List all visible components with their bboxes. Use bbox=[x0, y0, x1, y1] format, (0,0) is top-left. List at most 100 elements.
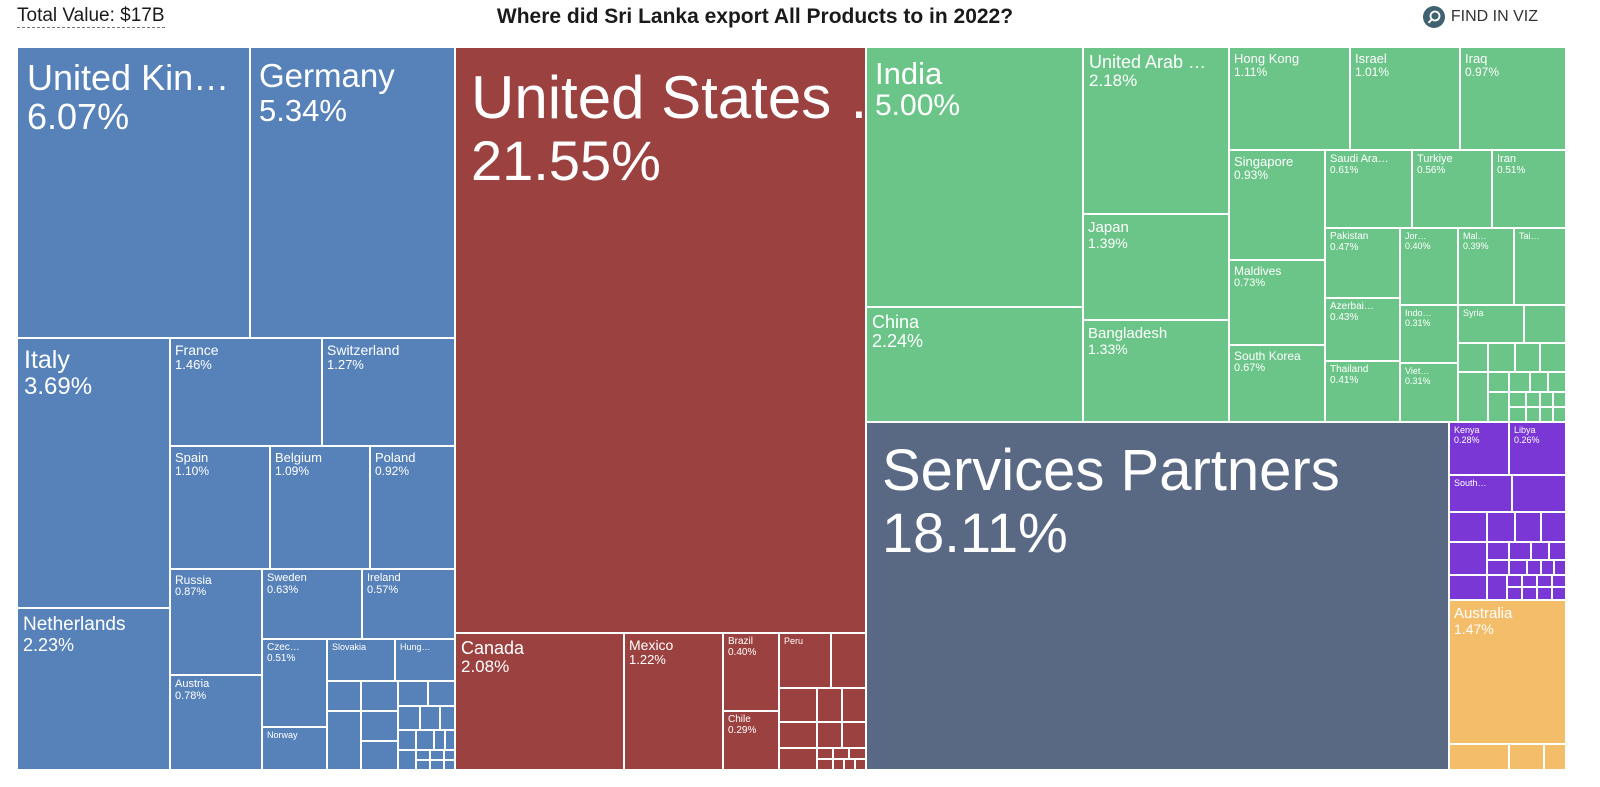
tile-thailand[interactable]: Thailand 0.41% bbox=[1325, 361, 1400, 422]
tile-small-partner[interactable] bbox=[327, 711, 361, 770]
tile-norway[interactable]: Norway bbox=[262, 727, 327, 770]
tile-united-kin[interactable]: United Kin… 6.07% bbox=[17, 47, 250, 338]
tile-small-partner[interactable] bbox=[831, 633, 866, 688]
tile-mexico[interactable]: Mexico 1.22% bbox=[624, 633, 723, 770]
tile-small-partner[interactable] bbox=[1554, 560, 1566, 575]
tile-small-partner[interactable] bbox=[444, 750, 455, 760]
tile-spain[interactable]: Spain 1.10% bbox=[170, 446, 270, 569]
find-in-viz-button[interactable]: FIND IN VIZ bbox=[1422, 6, 1538, 28]
tile-small-partner[interactable] bbox=[1509, 392, 1526, 407]
tile-small-partner[interactable] bbox=[1552, 587, 1566, 600]
tile-united-arab[interactable]: United Arab … 2.18% bbox=[1083, 47, 1229, 214]
tile-small-partner[interactable] bbox=[1540, 407, 1553, 422]
tile-small-partner[interactable] bbox=[1488, 372, 1509, 392]
tile-small-partner[interactable] bbox=[398, 730, 416, 750]
tile-small-partner[interactable] bbox=[1487, 560, 1509, 575]
tile-small-partner[interactable] bbox=[1512, 475, 1566, 512]
tile-india[interactable]: India 5.00% bbox=[866, 47, 1083, 307]
tile-russia[interactable]: Russia 0.87% bbox=[170, 569, 262, 675]
tile-sweden[interactable]: Sweden 0.63% bbox=[262, 569, 362, 639]
tile-small-partner[interactable] bbox=[445, 730, 455, 750]
tile-small-partner[interactable] bbox=[1507, 587, 1522, 600]
tile-small-partner[interactable] bbox=[833, 759, 844, 770]
tile-small-partner[interactable] bbox=[1509, 542, 1531, 560]
tile-small-partner[interactable] bbox=[398, 681, 428, 706]
tile-austria[interactable]: Austria 0.78% bbox=[170, 675, 262, 770]
tile-netherlands[interactable]: Netherlands 2.23% bbox=[17, 608, 170, 770]
tile-small-partner[interactable] bbox=[416, 730, 434, 750]
tile-france[interactable]: France 1.46% bbox=[170, 338, 322, 446]
tile-small-partner[interactable] bbox=[1458, 343, 1488, 372]
tile-small-partner[interactable] bbox=[1522, 575, 1537, 587]
tile-kenya[interactable]: Kenya 0.28% bbox=[1449, 422, 1509, 475]
tile-small-partner[interactable] bbox=[361, 711, 398, 741]
tile-services-partners[interactable]: Services Partners 18.11% bbox=[866, 422, 1449, 770]
tile-small-partner[interactable] bbox=[1541, 560, 1554, 575]
tile-small-partner[interactable] bbox=[779, 688, 817, 722]
tile-saudi-ara[interactable]: Saudi Ara… 0.61% bbox=[1325, 150, 1412, 228]
tile-china[interactable]: China 2.24% bbox=[866, 307, 1083, 422]
tile-small-partner[interactable] bbox=[1524, 305, 1566, 343]
tile-small-partner[interactable] bbox=[1526, 392, 1540, 407]
tile-viet[interactable]: Viet… 0.31% bbox=[1400, 363, 1458, 422]
tile-small-partner[interactable] bbox=[1548, 372, 1566, 392]
tile-small-partner[interactable] bbox=[1537, 587, 1552, 600]
tile-switzerland[interactable]: Switzerland 1.27% bbox=[322, 338, 455, 446]
tile-small-partner[interactable] bbox=[1449, 575, 1487, 600]
total-value[interactable]: Total Value: $17B bbox=[17, 5, 165, 28]
tile-japan[interactable]: Japan 1.39% bbox=[1083, 214, 1229, 320]
tile-small-partner[interactable] bbox=[817, 748, 833, 759]
tile-chile[interactable]: Chile 0.29% bbox=[723, 711, 779, 770]
tile-small-partner[interactable] bbox=[1487, 575, 1507, 600]
tile-small-partner[interactable] bbox=[1449, 744, 1509, 770]
tile-small-partner[interactable] bbox=[1509, 372, 1530, 392]
tile-small-partner[interactable] bbox=[844, 759, 855, 770]
tile-belgium[interactable]: Belgium 1.09% bbox=[270, 446, 370, 569]
tile-small-partner[interactable] bbox=[1530, 372, 1548, 392]
tile-singapore[interactable]: Singapore 0.93% bbox=[1229, 150, 1325, 260]
tile-pakistan[interactable]: Pakistan 0.47% bbox=[1325, 228, 1400, 298]
tile-jor[interactable]: Jor… 0.40% bbox=[1400, 228, 1458, 305]
tile-australia[interactable]: Australia 1.47% bbox=[1449, 600, 1566, 744]
tile-small-partner[interactable] bbox=[1449, 512, 1487, 542]
tile-small-partner[interactable] bbox=[1488, 343, 1515, 372]
tile-small-partner[interactable] bbox=[1458, 372, 1488, 422]
tile-small-partner[interactable] bbox=[833, 748, 849, 759]
tile-small-partner[interactable] bbox=[817, 688, 842, 722]
tile-italy[interactable]: Italy 3.69% bbox=[17, 338, 170, 608]
tile-small-partner[interactable] bbox=[398, 750, 416, 770]
tile-small-partner[interactable] bbox=[1509, 560, 1527, 575]
tile-small-partner[interactable] bbox=[1552, 575, 1566, 587]
tile-azerbai[interactable]: Azerbai… 0.43% bbox=[1325, 298, 1400, 361]
tile-small-partner[interactable] bbox=[842, 722, 866, 748]
tile-israel[interactable]: Israel 1.01% bbox=[1350, 47, 1460, 150]
tile-small-partner[interactable] bbox=[1544, 744, 1566, 770]
tile-poland[interactable]: Poland 0.92% bbox=[370, 446, 455, 569]
tile-small-partner[interactable] bbox=[1540, 392, 1553, 407]
tile-small-partner[interactable] bbox=[817, 759, 833, 770]
tile-united-states[interactable]: United States … 21.55% bbox=[455, 47, 866, 633]
tile-small-partner[interactable] bbox=[440, 706, 455, 730]
tile-bangladesh[interactable]: Bangladesh 1.33% bbox=[1083, 320, 1229, 422]
tile-small-partner[interactable] bbox=[779, 748, 817, 770]
tile-canada[interactable]: Canada 2.08% bbox=[455, 633, 624, 770]
tile-small-partner[interactable] bbox=[434, 730, 445, 750]
tile-small-partner[interactable] bbox=[1537, 575, 1552, 587]
tile-small-partner[interactable] bbox=[855, 759, 866, 770]
tile-small-partner[interactable] bbox=[1509, 407, 1526, 422]
tile-small-partner[interactable] bbox=[430, 760, 444, 770]
tile-small-partner[interactable] bbox=[361, 681, 398, 711]
tile-iraq[interactable]: Iraq 0.97% bbox=[1460, 47, 1566, 150]
tile-small-partner[interactable] bbox=[398, 706, 420, 730]
tile-small-partner[interactable] bbox=[1526, 407, 1540, 422]
tile-small-partner[interactable] bbox=[1549, 542, 1566, 560]
tile-small-partner[interactable] bbox=[1540, 343, 1566, 372]
tile-germany[interactable]: Germany 5.34% bbox=[250, 47, 455, 338]
tile-small-partner[interactable] bbox=[1507, 575, 1522, 587]
tile-small-partner[interactable] bbox=[416, 760, 430, 770]
tile-small-partner[interactable] bbox=[1487, 512, 1515, 542]
tile-small-partner[interactable] bbox=[1541, 512, 1566, 542]
tile-small-partner[interactable] bbox=[1527, 560, 1541, 575]
tile-small-partner[interactable] bbox=[444, 760, 455, 770]
tile-small-partner[interactable] bbox=[416, 750, 430, 760]
